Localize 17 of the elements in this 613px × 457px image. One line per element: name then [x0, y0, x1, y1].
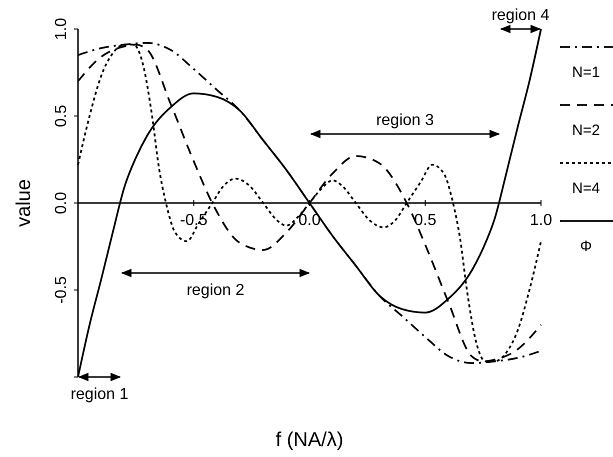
y-axis-title: value [13, 179, 35, 227]
x-tick-label: 1.0 [530, 212, 552, 229]
y-tick-label: 0.5 [53, 104, 70, 128]
x-axis-title: f (NA/λ) [276, 429, 344, 451]
y-tick-label: -0.5 [53, 276, 70, 304]
legend-label: N=1 [572, 64, 600, 81]
y-tick-label: 0.0 [53, 192, 70, 214]
annotation: region 3 [376, 112, 434, 129]
text: region 1 [70, 386, 129, 403]
legend-label: Φ [580, 238, 592, 255]
x-tick-label: -0.5 [180, 212, 208, 229]
annotation: region 2 [186, 282, 245, 299]
legend-label: N=2 [572, 122, 600, 139]
x-tick-label: 0.5 [414, 212, 436, 229]
y-tick-label: 1.0 [53, 18, 70, 40]
text: region 4 [492, 7, 550, 24]
legend-label: N=4 [572, 180, 600, 197]
